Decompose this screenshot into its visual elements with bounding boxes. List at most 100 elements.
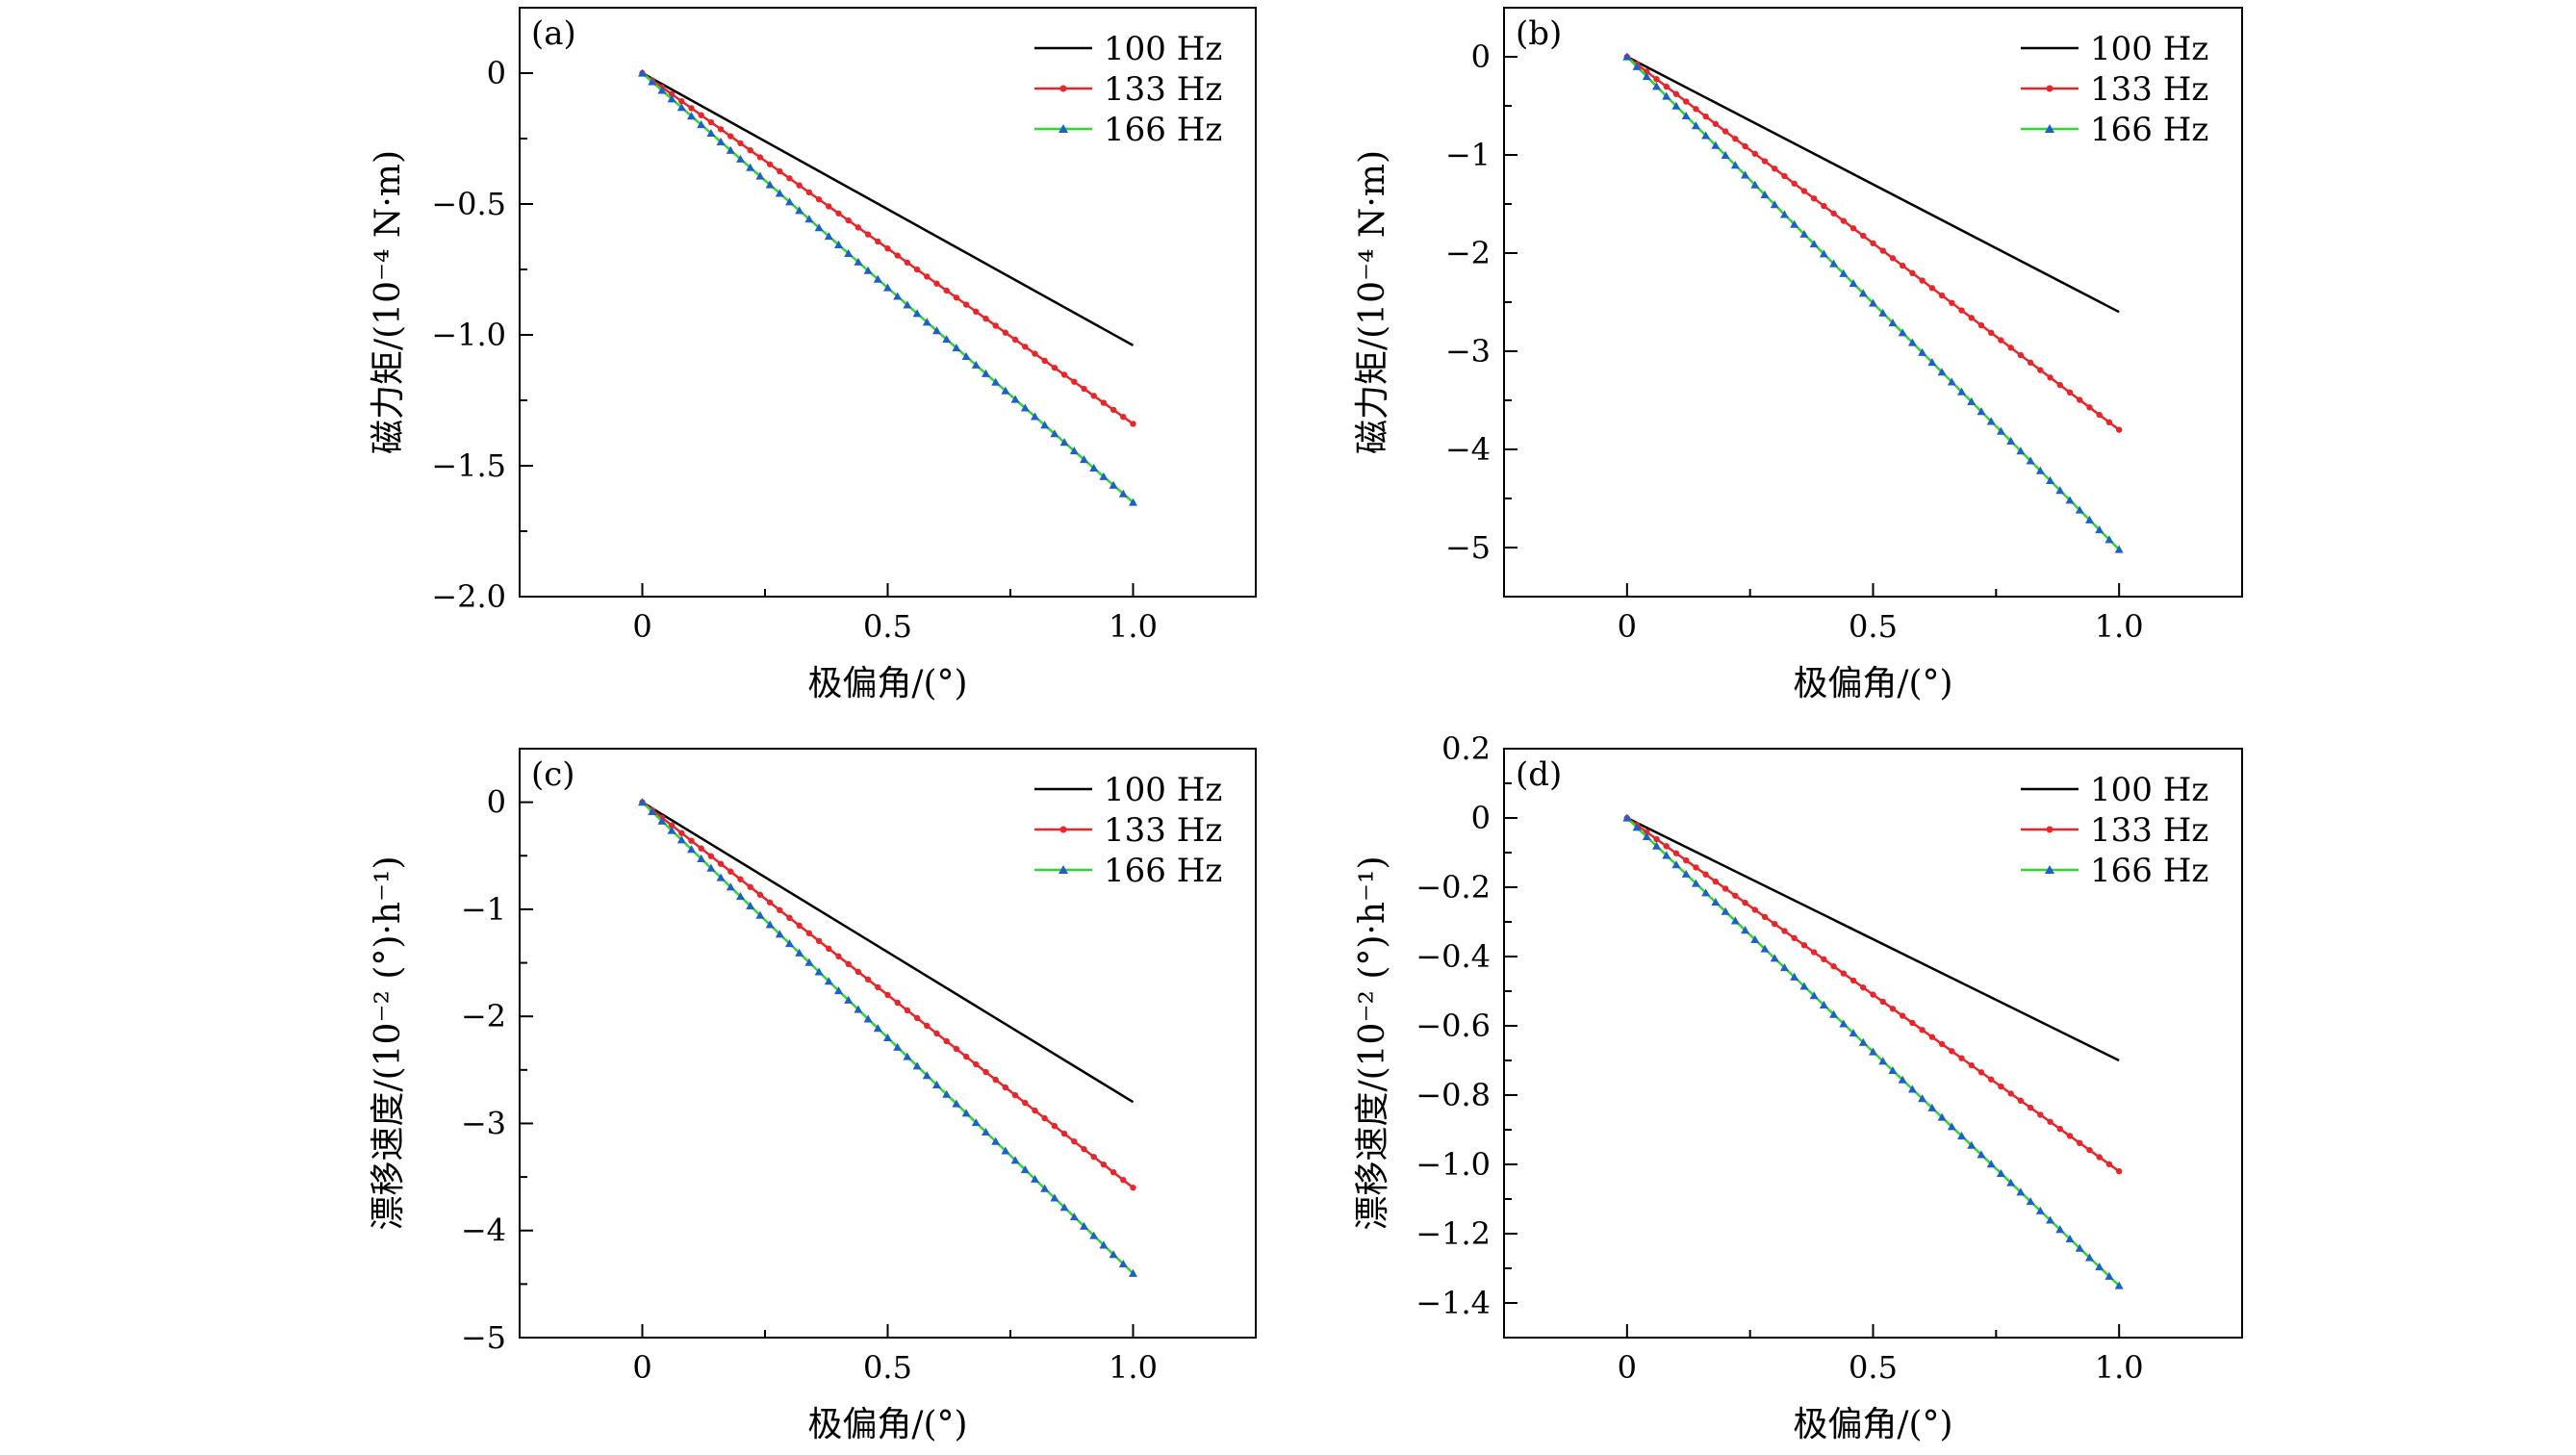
data-point — [932, 1080, 941, 1088]
data-point — [1888, 319, 1898, 327]
data-point — [698, 112, 704, 118]
y-axis-title: 磁力矩/(10⁻⁴ N·m) — [369, 150, 408, 454]
data-point — [727, 868, 734, 875]
y-tick-label: 0 — [487, 55, 506, 91]
data-point — [1761, 913, 1769, 921]
data-point — [1050, 429, 1059, 438]
data-point — [1772, 920, 1778, 928]
legend-marker — [2046, 85, 2053, 92]
data-point — [1732, 892, 1739, 899]
data-point — [973, 1060, 980, 1068]
data-point — [1693, 106, 1699, 113]
data-point — [971, 360, 981, 369]
data-point — [1821, 956, 1827, 963]
data-point — [834, 240, 843, 249]
data-point — [1918, 1094, 1927, 1103]
data-point — [804, 215, 814, 223]
data-point — [1968, 1061, 1975, 1069]
data-point — [1129, 498, 1137, 506]
data-point — [912, 1061, 922, 1070]
data-point — [1622, 52, 1632, 61]
data-point — [1662, 91, 1671, 100]
chart-panel: 0 0.5 1.0 0 −1 −2 −3 −4 −5 极偏角/(°) 漂移速度/(10⁻² (°)·… — [369, 748, 1257, 1444]
data-point — [805, 189, 813, 196]
data-point — [1671, 860, 1681, 869]
data-point — [863, 266, 873, 274]
legend-marker — [1058, 865, 1068, 874]
data-point — [942, 1089, 952, 1098]
data-point — [726, 145, 735, 154]
data-point — [962, 301, 970, 308]
data-point — [668, 822, 676, 829]
data-point — [1701, 888, 1711, 897]
data-point — [1081, 385, 1087, 393]
data-point — [795, 948, 804, 957]
data-point — [777, 167, 783, 175]
data-point — [1839, 1019, 1849, 1028]
data-point — [1779, 210, 1789, 218]
y-tick-label: −2 — [1445, 235, 1491, 271]
data-point — [1918, 347, 1927, 356]
data-point — [924, 273, 931, 280]
data-point — [1977, 1069, 1985, 1076]
data-point — [1938, 292, 1946, 299]
data-point — [697, 854, 706, 862]
data-point — [1809, 991, 1819, 1000]
data-point — [1819, 1000, 1828, 1008]
series-line — [641, 71, 1135, 346]
data-point — [1060, 371, 1068, 378]
data-point — [1069, 1212, 1079, 1221]
data-point — [2007, 1090, 2014, 1097]
data-point — [2026, 1197, 2035, 1206]
data-point — [706, 128, 716, 138]
data-point — [726, 882, 735, 891]
x-tick-label: 0.5 — [1849, 1349, 1898, 1386]
data-point — [678, 830, 685, 836]
data-point — [747, 883, 753, 890]
data-point — [1919, 1027, 1926, 1034]
data-point — [1090, 393, 1097, 399]
data-point — [845, 960, 852, 968]
data-point — [755, 171, 765, 180]
data-point — [932, 326, 941, 335]
data-point — [1751, 906, 1758, 913]
data-point — [796, 922, 803, 930]
chart-panel: 0 0.5 1.0 0 −0.5 −1.0 −1.5 −2.0 极偏角/(°) 磁力矩/(10⁻⁴… — [369, 7, 1257, 703]
data-point — [1681, 869, 1691, 878]
y-tick-label: 0 — [1471, 38, 1491, 75]
data-point — [688, 105, 695, 112]
data-point — [826, 203, 832, 210]
x-tick-label: 0.5 — [863, 1349, 912, 1386]
data-point — [854, 968, 862, 976]
data-point — [982, 1127, 990, 1136]
data-point — [1858, 289, 1868, 297]
y-tick-label: −4 — [1445, 431, 1491, 468]
data-point — [1109, 406, 1117, 414]
legend-label: 166 Hz — [2090, 111, 2208, 149]
data-point — [2007, 345, 2014, 351]
data-point — [834, 985, 843, 995]
data-point — [2037, 1111, 2044, 1118]
y-tick-label: 0 — [1471, 800, 1491, 836]
data-point — [1800, 188, 1808, 194]
data-point — [1898, 1075, 1907, 1084]
data-point — [1988, 1076, 1995, 1083]
data-point — [1779, 963, 1789, 972]
legend-marker — [1059, 85, 1067, 92]
legend-label: 133 Hz — [2090, 811, 2208, 850]
data-point — [736, 892, 745, 901]
data-point — [765, 180, 775, 189]
data-point — [1907, 1085, 1917, 1093]
data-point — [971, 1118, 981, 1127]
data-point — [903, 1052, 912, 1060]
data-point — [1118, 1259, 1128, 1268]
data-point — [1032, 1107, 1038, 1114]
data-point — [1109, 1168, 1117, 1176]
data-point — [924, 1022, 931, 1030]
data-point — [1011, 1091, 1019, 1099]
data-point — [716, 137, 726, 145]
data-point — [2095, 1263, 2104, 1271]
data-point — [2084, 1253, 2094, 1262]
data-point — [2017, 351, 2025, 359]
data-point — [1751, 150, 1758, 157]
